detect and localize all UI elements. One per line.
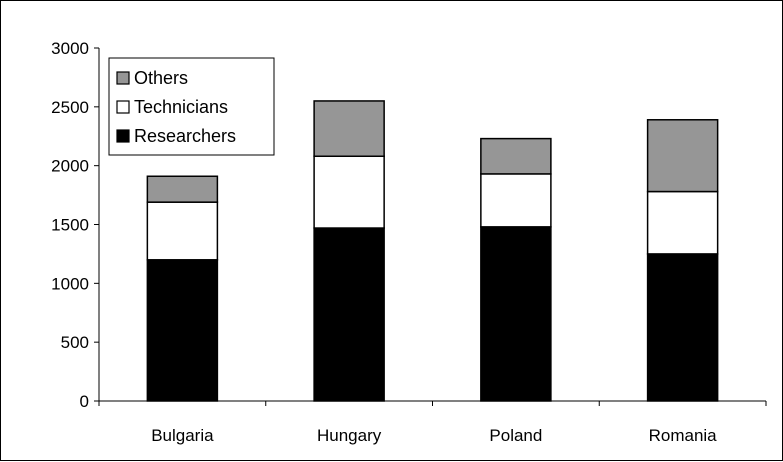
bar-researchers-romania — [646, 253, 719, 402]
bar-others-poland — [480, 137, 552, 175]
legend-swatch-technicians — [116, 100, 130, 114]
bar-researchers-poland — [480, 226, 552, 402]
bar-researchers-hungary — [313, 227, 385, 402]
legend-label-technicians: Technicians — [134, 97, 228, 117]
bar-others-romania — [646, 119, 719, 193]
bar-others-bulgaria — [146, 175, 219, 203]
bar-technicians-hungary — [313, 155, 385, 229]
y-tick-label: 2500 — [51, 98, 89, 117]
y-tick-label: 2000 — [51, 157, 89, 176]
legend-box — [108, 57, 275, 156]
y-tick-label: 0 — [80, 392, 89, 411]
x-tick-label: Romania — [649, 426, 718, 445]
y-tick-label: 1000 — [51, 274, 89, 293]
x-tick-label: Poland — [489, 426, 542, 445]
y-tick-label: 3000 — [51, 39, 89, 58]
legend-swatch-others — [116, 71, 130, 85]
bar-technicians-poland — [480, 173, 552, 228]
legend-swatch-researchers — [116, 129, 130, 143]
bar-others-hungary — [313, 100, 385, 158]
bar-technicians-romania — [646, 190, 719, 255]
bar-technicians-bulgaria — [146, 201, 219, 261]
y-tick-label: 1500 — [51, 216, 89, 235]
legend-label-others: Others — [134, 68, 188, 88]
bar-researchers-bulgaria — [146, 259, 219, 402]
x-tick-label: Bulgaria — [151, 426, 214, 445]
legend-label-researchers: Researchers — [134, 126, 236, 146]
y-tick-label: 500 — [61, 333, 89, 352]
x-tick-label: Hungary — [317, 426, 382, 445]
